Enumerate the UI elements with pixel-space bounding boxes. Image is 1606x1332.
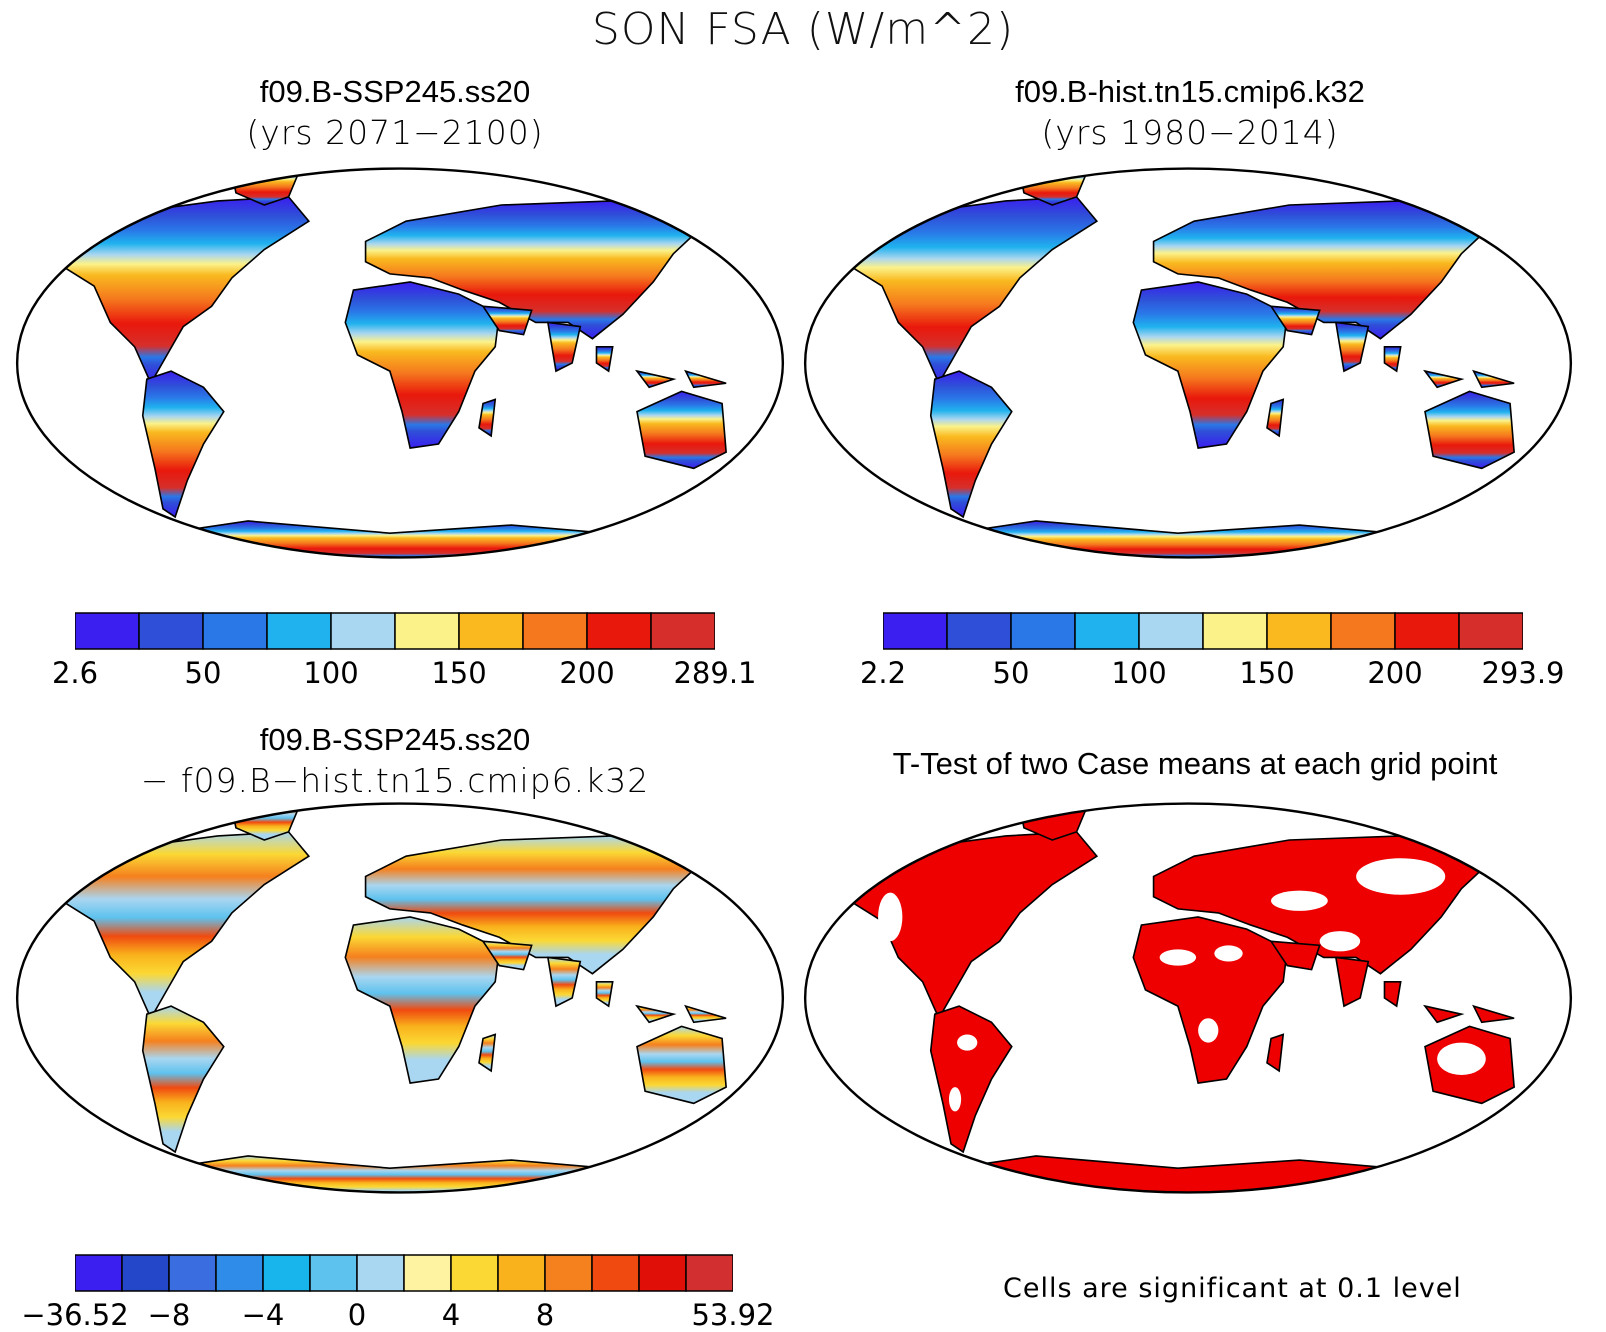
colorbar-swatch: [458, 612, 524, 650]
colorbar-swatches: [75, 612, 715, 650]
colorbar-label: 289.1: [673, 656, 757, 690]
colorbar-label: 100: [1111, 656, 1167, 690]
colorbar-swatch: [75, 612, 140, 650]
colorbar-label: 150: [1239, 656, 1295, 690]
colorbar-swatch: [266, 612, 332, 650]
colorbar-swatch: [946, 612, 1012, 650]
colorbar-swatch: [403, 1254, 452, 1292]
map-boundary: [803, 167, 1573, 559]
colorbar-swatch: [1458, 612, 1523, 650]
colorbar-label: 200: [1367, 656, 1423, 690]
colorbar-label: −36.52: [21, 1298, 129, 1332]
colorbar-swatch: [202, 612, 268, 650]
panel-title-ttest-text: T-Test of two Case means at each grid po…: [892, 746, 1498, 781]
colorbar-swatch: [356, 1254, 405, 1292]
colorbar-label: 2.6: [51, 656, 99, 690]
colorbar-swatch: [1010, 612, 1076, 650]
colorbar-swatch: [1394, 612, 1460, 650]
colorbar-historical: 2.2 50 100 150 200 293.9: [860, 612, 1565, 702]
map-future-case: [15, 167, 785, 559]
figure-title: SON FSA (W/m^2): [591, 4, 1015, 55]
panel-title-future-case: f09.B-SSP245.ss20: [259, 74, 531, 109]
colorbar-label: −4: [241, 1298, 285, 1332]
map-historical-case: [803, 167, 1573, 559]
colorbar-swatch: [883, 612, 948, 650]
colorbar-label: −8: [147, 1298, 191, 1332]
map-difference: [15, 802, 785, 1194]
panel-title-difference-case-a: f09.B-SSP245.ss20: [259, 722, 531, 757]
colorbar-swatch: [1202, 612, 1268, 650]
colorbar-swatch: [394, 612, 460, 650]
colorbar-swatch: [638, 1254, 687, 1292]
colorbar-swatch: [591, 1254, 640, 1292]
map-boundary: [15, 802, 785, 1194]
colorbar-label: 293.9: [1481, 656, 1565, 690]
colorbar-label: 50: [992, 656, 1030, 690]
colorbar-swatch: [309, 1254, 358, 1292]
colorbar-label: 150: [431, 656, 487, 690]
colorbar-swatch: [215, 1254, 264, 1292]
colorbar-swatch: [1138, 612, 1204, 650]
colorbar-swatch: [75, 1254, 123, 1292]
colorbar-swatch: [121, 1254, 170, 1292]
panel-title-historical: f09.B-hist.tn15.cmip6.k32 (yrs 1980−2014…: [790, 72, 1590, 154]
colorbar-label: 200: [559, 656, 615, 690]
colorbar-future: 2.6 50 100 150 200 289.1: [52, 612, 757, 702]
colorbar-label: 8: [535, 1298, 555, 1332]
colorbar-swatch: [522, 612, 588, 650]
colorbar-swatch: [330, 612, 396, 650]
colorbar-swatch: [650, 612, 715, 650]
colorbar-label: 50: [184, 656, 222, 690]
colorbar-swatches: [75, 1254, 733, 1292]
colorbar-swatch: [1074, 612, 1140, 650]
map-boundary: [15, 167, 785, 559]
colorbar-swatch: [544, 1254, 593, 1292]
panel-title-ttest: T-Test of two Case means at each grid po…: [790, 744, 1600, 784]
colorbar-label: 2.2: [859, 656, 907, 690]
map-ttest-significance: [803, 802, 1573, 1194]
panel-title-future: f09.B-SSP245.ss20 (yrs 2071−2100): [0, 72, 790, 154]
colorbar-swatch: [138, 612, 204, 650]
panel-title-difference: f09.B-SSP245.ss20 − f09.B−hist.tn15.cmip…: [0, 720, 790, 802]
panel-title-difference-case-b: − f09.B−hist.tn15.cmip6.k32: [140, 761, 650, 800]
colorbar-swatch: [586, 612, 652, 650]
colorbar-swatch: [168, 1254, 217, 1292]
panel-title-future-years: (yrs 2071−2100): [246, 113, 544, 152]
colorbar-label: 53.92: [691, 1298, 775, 1332]
colorbar-label: 4: [441, 1298, 461, 1332]
map-boundary: [803, 802, 1573, 1194]
panel-title-historical-case: f09.B-hist.tn15.cmip6.k32: [1015, 74, 1365, 109]
colorbar-swatch: [450, 1254, 499, 1292]
colorbar-swatch: [1266, 612, 1332, 650]
significance-note: Cells are significant at 0.1 level: [1003, 1273, 1462, 1304]
colorbar-difference: −36.52 −8 −4 0 4 8 53.92: [21, 1254, 775, 1332]
colorbar-swatch: [1330, 612, 1396, 650]
colorbar-swatch: [685, 1254, 733, 1292]
colorbar-swatch: [497, 1254, 546, 1292]
colorbar-label: 0: [347, 1298, 367, 1332]
colorbar-swatch: [262, 1254, 311, 1292]
panel-title-historical-years: (yrs 1980−2014): [1041, 113, 1339, 152]
colorbar-swatches: [883, 612, 1523, 650]
colorbar-label: 100: [303, 656, 359, 690]
